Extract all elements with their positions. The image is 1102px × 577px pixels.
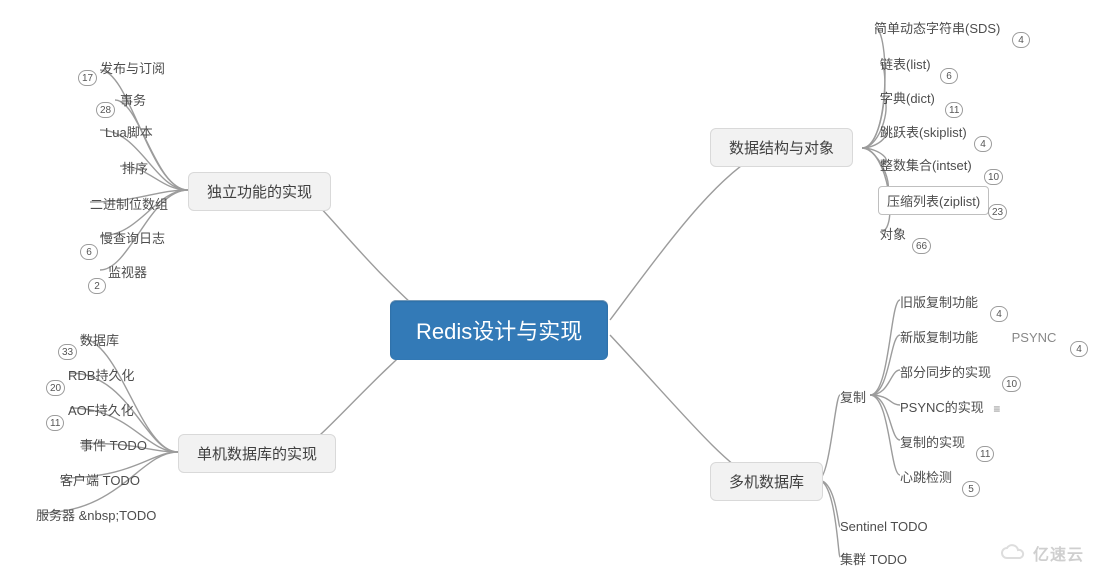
badge: 4	[974, 136, 992, 152]
leaf-server[interactable]: 服务器 &nbsp;TODO	[36, 505, 156, 524]
leaf-cluster[interactable]: 集群 TODO	[840, 549, 907, 568]
branch-label: 数据结构与对象	[729, 140, 834, 157]
leaf-sds[interactable]: 简单动态字符串(SDS)	[874, 18, 1000, 37]
leaf-object[interactable]: 对象	[880, 224, 906, 243]
branch-independent-features[interactable]: 独立功能的实现	[188, 172, 331, 211]
root-label: Redis设计与实现	[416, 319, 582, 344]
leaf-monitor[interactable]: 监视器	[108, 262, 147, 281]
leaf-ziplist[interactable]: 压缩列表(ziplist)	[878, 186, 989, 215]
leaf-repl-impl[interactable]: 复制的实现	[900, 432, 965, 451]
leaf-rdb[interactable]: RDB持久化	[68, 365, 134, 384]
badge: 20	[46, 380, 65, 396]
leaf-pubsub[interactable]: 发布与订阅	[100, 58, 165, 77]
badge: 23	[988, 204, 1007, 220]
branch-single-db[interactable]: 单机数据库的实现	[178, 434, 336, 473]
badge: 6	[80, 244, 98, 260]
leaf-partial-sync[interactable]: 部分同步的实现	[900, 362, 991, 381]
badge: 10	[1002, 376, 1021, 392]
leaf-intset[interactable]: 整数集合(intset)	[880, 155, 972, 174]
leaf-sort[interactable]: 排序	[122, 158, 148, 177]
leaf-replication[interactable]: 复制	[840, 387, 866, 406]
leaf-psync-impl[interactable]: PSYNC的实现 ≡	[900, 397, 1005, 416]
branch-label: 多机数据库	[729, 474, 804, 491]
badge: 33	[58, 344, 77, 360]
branch-data-structures[interactable]: 数据结构与对象	[710, 128, 853, 167]
badge: 11	[976, 446, 994, 462]
leaf-client[interactable]: 客户端 TODO	[60, 470, 140, 489]
watermark: 亿速云	[999, 541, 1084, 565]
branch-multi-db[interactable]: 多机数据库	[710, 462, 823, 501]
watermark-text: 亿速云	[1033, 541, 1084, 565]
leaf-heartbeat[interactable]: 心跳检测	[900, 467, 952, 486]
badge: 4	[990, 306, 1008, 322]
leaf-sentinel[interactable]: Sentinel TODO	[840, 519, 928, 534]
root-node[interactable]: Redis设计与实现	[390, 300, 608, 360]
badge: 17	[78, 70, 97, 86]
badge: 4	[1012, 32, 1030, 48]
badge: 28	[96, 102, 115, 118]
branch-label: 单机数据库的实现	[197, 446, 317, 463]
badge: 4	[1070, 341, 1088, 357]
leaf-skiplist[interactable]: 跳跃表(skiplist)	[880, 122, 967, 141]
cloud-icon	[999, 544, 1027, 562]
leaf-old-repl[interactable]: 旧版复制功能	[900, 292, 978, 311]
badge: 6	[940, 68, 958, 84]
leaf-aof[interactable]: AOF持久化	[68, 400, 134, 419]
badge: 66	[912, 238, 931, 254]
leaf-dict[interactable]: 字典(dict)	[880, 88, 935, 107]
leaf-bitarray[interactable]: 二进制位数组	[90, 194, 168, 213]
badge: 5	[962, 481, 980, 497]
leaf-new-repl[interactable]: 新版复制功能 PSYNC	[900, 327, 1056, 346]
leaf-extra: PSYNC	[1012, 330, 1057, 345]
leaf-list[interactable]: 链表(list)	[880, 54, 931, 73]
leaf-event[interactable]: 事件 TODO	[80, 435, 147, 454]
badge: 2	[88, 278, 106, 294]
leaf-database[interactable]: 数据库	[80, 330, 119, 349]
leaf-lua[interactable]: Lua脚本	[105, 122, 153, 141]
connector-layer	[0, 0, 1102, 577]
badge: 11	[46, 415, 64, 431]
badge: 11	[945, 102, 963, 118]
leaf-transaction[interactable]: 事务	[120, 90, 146, 109]
branch-label: 独立功能的实现	[207, 184, 312, 201]
leaf-slowlog[interactable]: 慢查询日志	[100, 228, 165, 247]
badge: 10	[984, 169, 1003, 185]
note-icon: ≡	[993, 402, 1005, 416]
